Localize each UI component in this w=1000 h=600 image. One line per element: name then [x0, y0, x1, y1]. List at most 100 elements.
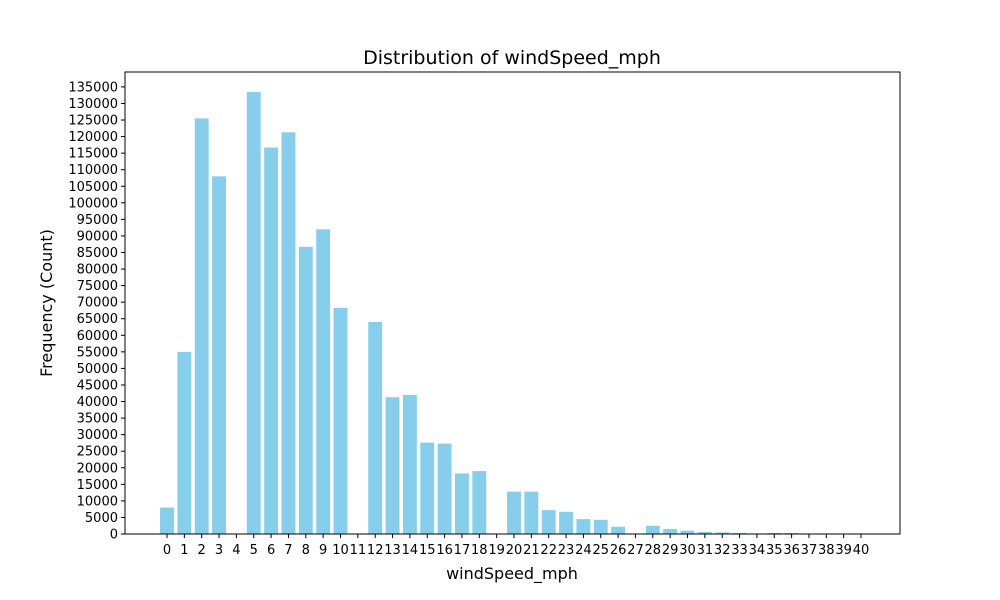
bar-20	[507, 491, 521, 534]
x-tick-label: 25	[592, 543, 609, 558]
y-tick-label: 55000	[77, 345, 118, 360]
bar-10	[333, 307, 348, 534]
x-tick-label: 26	[610, 543, 627, 558]
bar-18	[472, 471, 487, 534]
y-tick-label: 35000	[77, 412, 118, 427]
x-tick-label: 36	[783, 543, 800, 558]
x-tick-label: 22	[540, 543, 557, 558]
x-tick-label: 27	[627, 543, 644, 558]
y-tick-label: 65000	[77, 312, 118, 327]
bar-30	[680, 530, 695, 534]
x-tick-label: 28	[645, 543, 662, 558]
x-tick-label: 40	[853, 543, 870, 558]
y-tick-label: 85000	[77, 246, 118, 261]
bar-15	[420, 442, 435, 534]
y-tick-label: 120000	[68, 130, 118, 145]
x-tick-label: 0	[163, 543, 171, 558]
x-tick-label: 14	[402, 543, 419, 558]
bar-16	[437, 443, 452, 534]
y-tick-label: 40000	[77, 395, 118, 410]
bar-17	[455, 473, 469, 534]
bar-8	[298, 246, 313, 535]
x-tick-label: 38	[818, 543, 835, 558]
y-tick-label: 45000	[77, 378, 118, 393]
bar-1	[177, 351, 192, 534]
x-tick-label: 19	[488, 543, 505, 558]
x-tick-label: 33	[731, 543, 748, 558]
x-tick-label: 6	[267, 543, 275, 558]
bar-2	[194, 118, 209, 535]
bar-9	[316, 229, 331, 534]
bar-25	[593, 519, 608, 534]
bar-32	[715, 532, 730, 534]
y-tick-label: 60000	[77, 329, 118, 344]
bar-5	[246, 91, 261, 535]
x-tick-label: 7	[284, 543, 292, 558]
y-tick-label: 15000	[77, 478, 118, 493]
bar-26	[611, 526, 626, 534]
x-tick-label: 12	[367, 543, 384, 558]
x-tick-label: 8	[302, 543, 310, 558]
y-tick-label: 110000	[68, 163, 118, 178]
x-tick-label: 3	[215, 543, 223, 558]
y-tick-label: 5000	[85, 511, 118, 526]
y-tick-label: 0	[110, 528, 118, 543]
y-tick-label: 115000	[68, 147, 118, 162]
y-tick-label: 130000	[68, 97, 118, 112]
bar-23	[559, 511, 573, 534]
y-tick-label: 90000	[77, 229, 118, 244]
bar-6	[264, 147, 279, 534]
y-tick-label: 75000	[77, 279, 118, 294]
x-tick-label: 21	[523, 543, 540, 558]
x-tick-label: 18	[471, 543, 488, 558]
x-axis: 0 1 2 3 4 5 6 7 8 9 10 11 12 13 14 15 16 17 18 19 20 21 22 23 24…	[163, 534, 869, 558]
x-tick-label: 1	[180, 543, 188, 558]
x-tick-label: 2	[198, 543, 206, 558]
x-tick-label: 34	[749, 543, 766, 558]
x-tick-label: 9	[319, 543, 327, 558]
x-tick-label: 13	[384, 543, 401, 558]
x-tick-label: 35	[766, 543, 783, 558]
bar-24	[576, 519, 591, 534]
bar-29	[663, 529, 678, 534]
bar-14	[402, 394, 417, 534]
x-tick-label: 10	[332, 543, 349, 558]
x-tick-label: 29	[662, 543, 679, 558]
y-tick-label: 80000	[77, 263, 118, 278]
bar-28	[645, 525, 660, 534]
bar-0	[160, 507, 174, 534]
bar-21	[524, 491, 539, 534]
bar-22	[541, 510, 556, 534]
y-tick-label: 10000	[77, 494, 118, 509]
x-tick-label: 32	[714, 543, 731, 558]
x-tick-label: 37	[801, 543, 818, 558]
y-tick-label: 95000	[77, 213, 118, 228]
y-tick-label: 30000	[77, 428, 118, 443]
x-tick-label: 39	[835, 543, 852, 558]
plot-frame	[124, 71, 901, 535]
chart-title: Distribution of windSpeed_mph	[363, 47, 661, 69]
bars-layer	[160, 91, 868, 535]
bar-13	[385, 397, 400, 534]
bar-3	[212, 176, 226, 534]
x-tick-label: 5	[250, 543, 258, 558]
x-tick-label: 15	[419, 543, 436, 558]
y-tick-label: 125000	[68, 114, 118, 129]
x-tick-label: 30	[679, 543, 696, 558]
x-tick-label: 24	[575, 543, 592, 558]
x-tick-label: 31	[697, 543, 714, 558]
x-tick-label: 17	[454, 543, 471, 558]
y-tick-label: 20000	[77, 461, 118, 476]
y-tick-label: 70000	[77, 296, 118, 311]
x-tick-label: 23	[558, 543, 575, 558]
y-axis-label: Frequency (Count)	[37, 229, 56, 377]
x-tick-label: 11	[350, 543, 367, 558]
y-tick-label: 25000	[77, 445, 118, 460]
bar-12	[368, 322, 383, 534]
x-axis-label: windSpeed_mph	[446, 564, 578, 584]
y-tick-label: 135000	[68, 80, 118, 95]
x-tick-label: 16	[436, 543, 453, 558]
